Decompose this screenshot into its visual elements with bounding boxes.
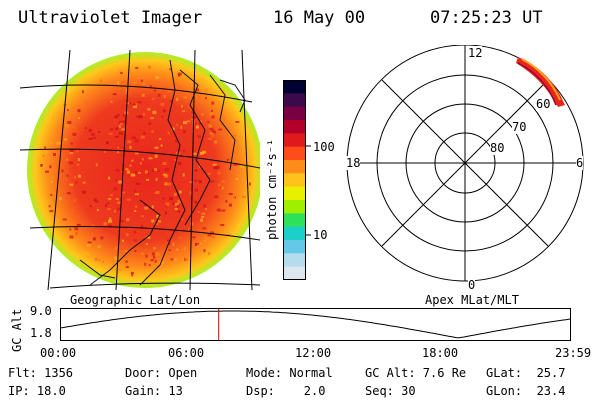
status-gcalt: GC Alt: 7.6 Re — [365, 366, 467, 380]
xtick-2359: 23:59 — [555, 346, 592, 360]
altitude-plot — [60, 308, 572, 341]
status-ip: IP: 18.0 — [8, 384, 66, 398]
colorbar-band — [283, 253, 306, 268]
colorbar-tick-10: 10 — [313, 228, 328, 242]
colorbar-band — [283, 226, 306, 241]
colorbar-band — [283, 106, 306, 121]
colorbar-band — [283, 173, 306, 188]
lat-label-80: 80 — [490, 141, 505, 155]
mlt-label-18: 18 — [346, 156, 361, 170]
status-glat: GLat: 25.7 — [486, 366, 566, 380]
altitude-curve — [60, 310, 572, 339]
altitude-axis-label: GC Alt — [10, 308, 24, 352]
altitude-min-label: 1.8 — [30, 326, 52, 340]
lat-label-60: 60 — [536, 97, 551, 111]
mlt-label-0: 0 — [468, 278, 476, 292]
uv-earth-image — [20, 50, 260, 290]
colorbar-band — [283, 93, 306, 108]
status-door: Door: Open — [125, 366, 198, 380]
status-flt: Flt: 1356 — [8, 366, 74, 380]
colorbar-band — [283, 266, 306, 280]
colorbar — [283, 80, 311, 280]
status-gain: Gain: 13 — [125, 384, 183, 398]
colorbar-band — [283, 213, 306, 228]
status-seq: Seq: 30 — [365, 384, 416, 398]
colorbar-band — [283, 186, 306, 201]
earth-disk — [27, 52, 260, 288]
status-dsp: Dsp: 2.0 — [246, 384, 326, 398]
colorbar-band — [283, 160, 306, 174]
colorbar-band — [283, 120, 306, 134]
xtick-1800: 18:00 — [422, 346, 459, 360]
time-label: 07:25:23 UT — [430, 8, 543, 28]
polar-coords-label: Apex MLat/MLT — [425, 293, 519, 307]
mlt-label-6: 6 — [576, 156, 584, 170]
colorbar-band — [283, 80, 306, 94]
polar-mlt-plot — [346, 45, 584, 282]
colorbar-tick-100: 100 — [313, 140, 335, 154]
geographic-grid — [20, 50, 260, 290]
lat-label-70: 70 — [512, 120, 527, 134]
colorbar-band — [283, 133, 306, 148]
status-glon: GLon: 23.4 — [486, 384, 566, 398]
xtick-1200: 12:00 — [295, 346, 332, 360]
map-projection-label: Geographic Lat/Lon — [70, 293, 201, 307]
coastline-outlines — [79, 59, 246, 286]
mlt-label-12: 12 — [468, 46, 483, 60]
date-label: 16 May 00 — [273, 8, 366, 28]
status-mode: Mode: Normal — [246, 366, 333, 380]
altitude-max-label: 9.0 — [30, 304, 52, 318]
colorbar-unit-label: photon cm⁻²s⁻¹ — [265, 138, 279, 240]
colorbar-band — [283, 240, 306, 254]
colorbar-band — [283, 146, 306, 161]
instrument-title: Ultraviolet Imager — [18, 8, 203, 28]
colorbar-band — [283, 200, 306, 214]
xtick-0000: 00:00 — [40, 346, 77, 360]
xtick-0600: 06:00 — [168, 346, 205, 360]
